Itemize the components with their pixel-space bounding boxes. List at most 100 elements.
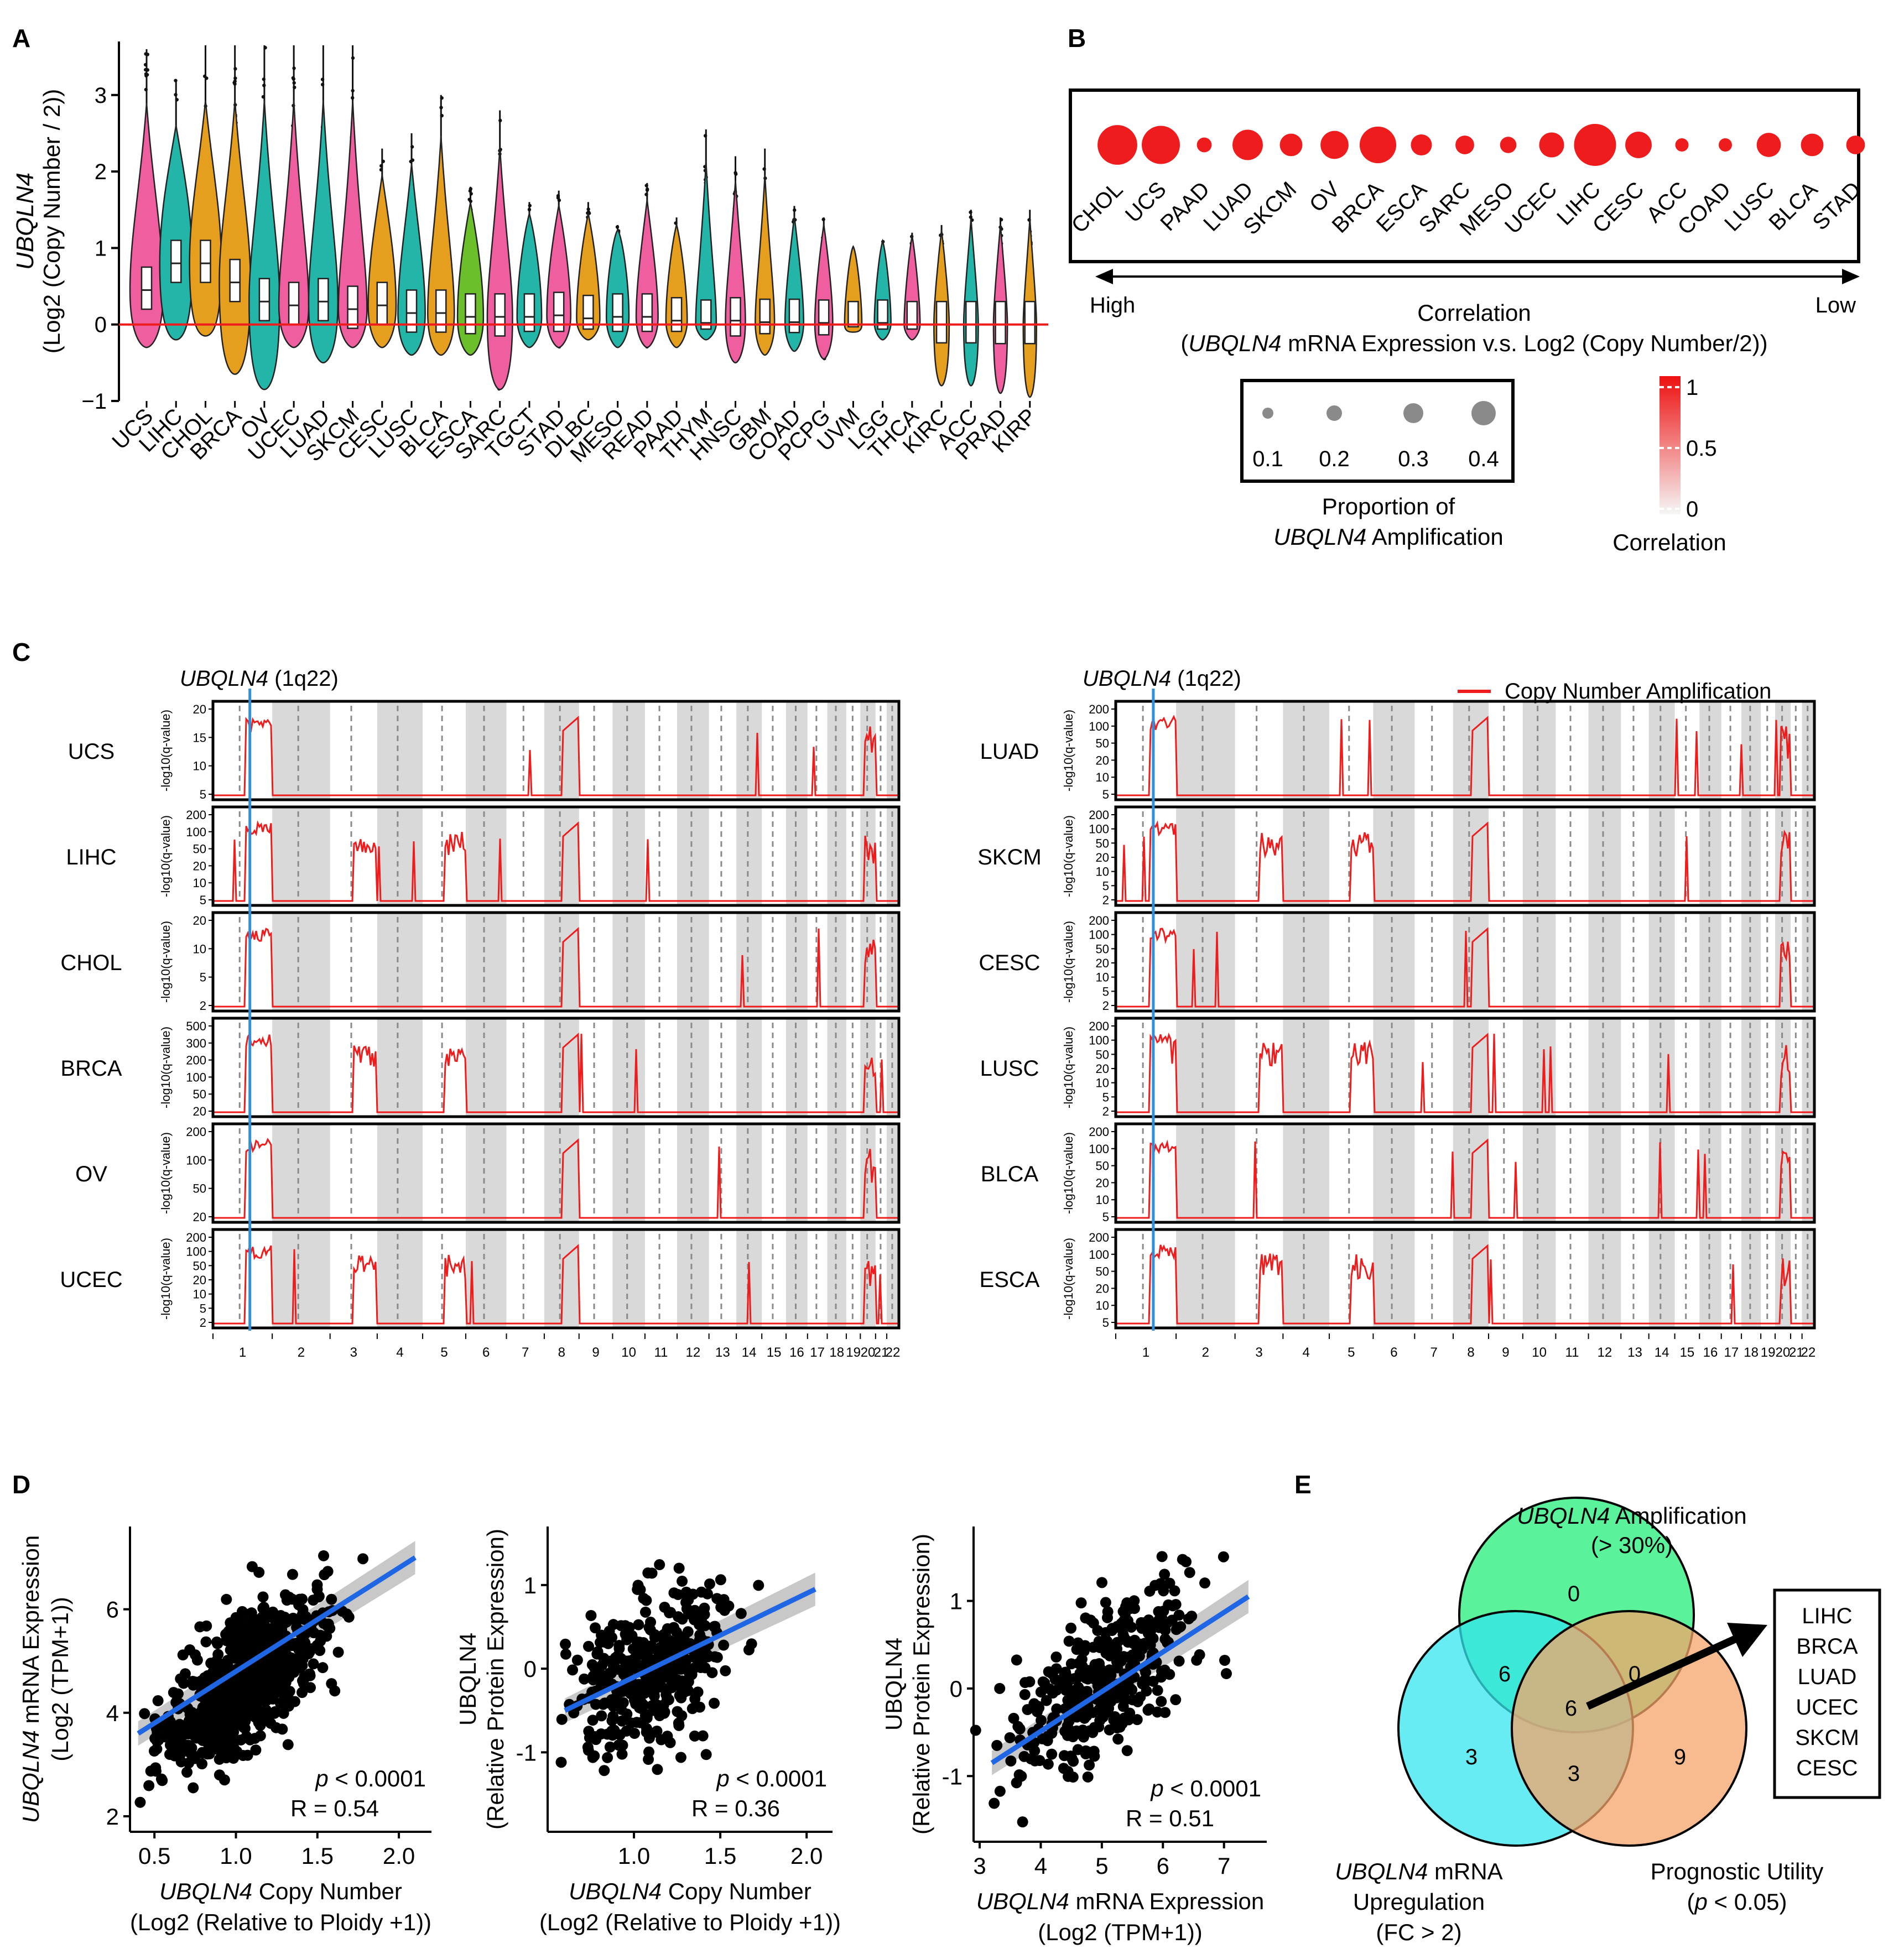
chromosome-band: [272, 807, 330, 905]
amplification-signal: [1116, 715, 1814, 796]
data-point: [625, 1717, 637, 1729]
y-tick-label: 50: [193, 1087, 206, 1101]
y-axis-label: -log10(q-value): [1062, 1238, 1075, 1320]
y-tick-label: 2: [1102, 999, 1109, 1013]
data-point: [268, 1679, 280, 1691]
data-point: [606, 1632, 618, 1643]
data-point: [644, 1624, 656, 1635]
data-point: [991, 1739, 1003, 1751]
data-point: [214, 1753, 225, 1765]
violin-sarc: [486, 147, 513, 390]
data-point: [228, 1737, 240, 1748]
data-point: [1035, 1686, 1047, 1698]
data-point: [1171, 1624, 1182, 1635]
data-point: [1143, 1703, 1155, 1715]
chromosome-band: [786, 1124, 808, 1222]
violin-point: [557, 198, 561, 202]
data-point: [197, 1734, 209, 1746]
violin-skcm: [337, 100, 368, 348]
y-tick-label: 50: [1096, 1048, 1109, 1061]
y-tick-label: 0: [95, 313, 107, 337]
amplification-signal: [1116, 1138, 1814, 1219]
chromosome-band: [377, 1018, 423, 1117]
y-axis-label: UBQLN4: [455, 1633, 481, 1726]
label-part: UBQLN4: [569, 1878, 662, 1904]
x-axis-label-2: (Log2 (Relative to Ploidy +1)): [130, 1909, 431, 1935]
violin-ov: [248, 100, 280, 390]
chromosome-band: [1741, 807, 1761, 905]
data-point: [679, 1660, 690, 1671]
result-list-item: CESC: [1796, 1756, 1858, 1780]
chromosome-label: 9: [592, 1345, 599, 1360]
violin-point: [261, 95, 266, 99]
data-point: [1124, 1707, 1136, 1719]
data-point: [1156, 1551, 1168, 1562]
violin-box: [700, 299, 712, 330]
data-point: [675, 1692, 687, 1703]
venn-count: 3: [1568, 1762, 1580, 1786]
data-point: [285, 1639, 296, 1650]
data-point: [607, 1701, 619, 1712]
data-point: [631, 1636, 643, 1648]
data-point: [329, 1685, 341, 1697]
y-tick-label: 100: [1089, 928, 1109, 942]
data-point: [706, 1667, 718, 1679]
violin-point: [527, 207, 532, 212]
data-point: [1116, 1718, 1128, 1729]
data-point: [1096, 1577, 1108, 1588]
violin-box: [523, 293, 535, 332]
cancer-label: UCEC: [60, 1268, 122, 1292]
chromosome-label: 16: [1703, 1345, 1718, 1360]
label-part: (> 30%): [1591, 1532, 1673, 1558]
track-esca: 200 100 50 20 10 5 -log10(q-value) ESCA: [980, 1228, 1816, 1330]
violin-box: [229, 258, 241, 303]
violin-blca: [427, 136, 455, 356]
data-point: [579, 1673, 590, 1685]
y-axis-label: -log10(q-value): [159, 1238, 173, 1320]
violin-box: [612, 293, 623, 332]
chromosome-band: [1522, 913, 1556, 1011]
y-tick-label: 1: [95, 236, 107, 260]
chromosome-band: [1648, 913, 1675, 1011]
chromosome-band: [736, 807, 762, 905]
track-frame: [211, 1228, 901, 1330]
chromosome-band: [1176, 1018, 1235, 1117]
data-point: [1117, 1606, 1129, 1617]
bubble-stad: [1846, 136, 1865, 154]
data-point: [989, 1798, 1000, 1809]
data-point: [243, 1620, 254, 1632]
y-axis-label: -log10(q-value): [1062, 1027, 1075, 1108]
data-point: [616, 1748, 628, 1760]
chromosome-band: [736, 1124, 762, 1222]
label-part: Amplification: [1610, 1503, 1746, 1529]
data-point: [694, 1701, 706, 1713]
chromosome-label: 17: [1724, 1345, 1739, 1360]
data-point: [296, 1675, 308, 1686]
data-point: [621, 1634, 633, 1645]
label-part: UBQLN4: [180, 666, 268, 691]
track-frame: [211, 1017, 901, 1118]
cancer-label: UCS: [68, 739, 115, 764]
chromosome-label: 8: [558, 1345, 565, 1360]
y-tick-label: 5: [1102, 984, 1109, 998]
y-axis-label-2: (Relative Protein Expression): [908, 1534, 934, 1835]
data-point: [1041, 1695, 1052, 1706]
chromosome-label: 2: [1202, 1345, 1209, 1360]
scatter-d1: 0.5 1.0 1.5 2.0 2 4 6 UBQLN4 Copy Number (Log2 (…: [18, 1526, 431, 1935]
violin-point: [381, 159, 385, 163]
track-chol: 20 10 5 2 -log10(q-value) CHOL: [60, 911, 901, 1013]
y-tick-label: 100: [186, 1153, 206, 1167]
data-point: [689, 1730, 700, 1742]
violin-point: [205, 76, 209, 80]
p-value: p < 0.0001: [715, 1765, 827, 1791]
violin-point: [734, 172, 738, 176]
data-point: [1046, 1748, 1058, 1760]
data-point: [616, 1715, 628, 1727]
chromosome-band: [827, 913, 846, 1011]
violin-box: [170, 239, 182, 283]
bubble-coad: [1719, 138, 1732, 152]
amplification-signal: [213, 1138, 898, 1219]
cancer-label: LUSC: [980, 1056, 1039, 1081]
